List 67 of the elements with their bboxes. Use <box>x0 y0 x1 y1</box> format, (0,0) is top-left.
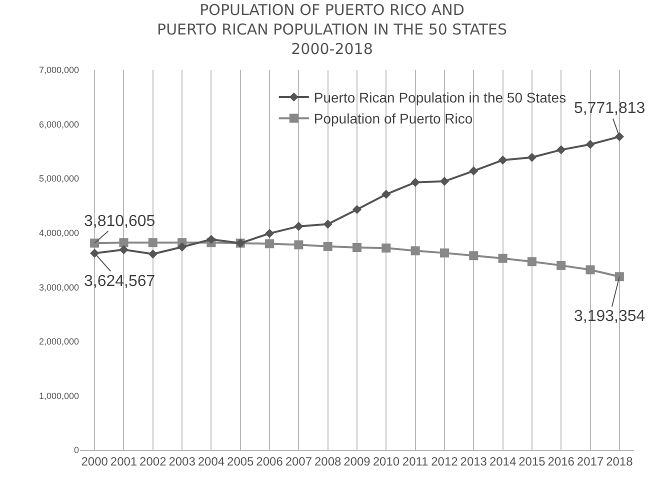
x-tick-label: 2015 <box>518 454 546 468</box>
point <box>294 222 304 231</box>
point <box>352 204 362 214</box>
point <box>352 243 362 252</box>
x-tick-label: 2003 <box>168 454 196 468</box>
y-tick-label: 2,000,000 <box>38 336 79 347</box>
annotation: 3,624,567 <box>84 273 156 290</box>
annotation: 3,810,605 <box>84 213 156 230</box>
point <box>498 254 508 263</box>
point <box>556 260 566 270</box>
point <box>614 272 624 282</box>
x-tick-label: 2002 <box>140 454 167 468</box>
point <box>556 145 566 154</box>
x-tick-label: 2005 <box>227 454 254 468</box>
legend-label: Puerto Rican Population in the 50 States <box>314 89 566 106</box>
point <box>440 248 449 258</box>
point <box>469 251 478 260</box>
point <box>323 242 332 251</box>
y-tick-label: 7,000,000 <box>38 65 79 76</box>
point <box>323 220 332 229</box>
y-tick-label: 6,000,000 <box>38 119 79 130</box>
point <box>148 249 158 259</box>
y-tick-label: 4,000,000 <box>38 228 79 238</box>
point <box>178 242 187 252</box>
x-tick-label: 2016 <box>548 454 575 468</box>
x-tick-label: 2007 <box>285 454 312 468</box>
point <box>498 156 508 165</box>
point <box>90 248 100 258</box>
point <box>382 190 391 199</box>
y-tick-label: 5,000,000 <box>38 174 79 184</box>
x-tick-label: 2013 <box>460 454 488 468</box>
point <box>527 152 536 162</box>
point <box>410 246 420 256</box>
x-tick-label: 2001 <box>110 454 138 468</box>
annotation: 3,193,354 <box>574 308 646 325</box>
y-tick-label: 0 <box>74 445 79 456</box>
x-tick-label: 2017 <box>576 454 604 468</box>
point <box>119 238 128 248</box>
point <box>148 238 158 248</box>
point <box>265 239 274 248</box>
point <box>586 140 595 149</box>
point <box>264 228 274 238</box>
point <box>440 176 450 186</box>
x-tick-label: 2012 <box>431 454 458 468</box>
chart-title: POPULATION OF PUERTO RICO AND PUERTO RICAN POPULATION IN THE 50 STATES 2000-2018 <box>157 1 507 58</box>
x-tick-label: 2018 <box>606 454 634 468</box>
point <box>382 244 391 253</box>
annotation: 5,771,813 <box>574 100 646 117</box>
legend-label: Population of Puerto Rico <box>314 110 473 127</box>
x-tick-label: 2009 <box>344 454 371 468</box>
point <box>90 238 100 248</box>
point <box>410 178 420 187</box>
x-tick-label: 2008 <box>314 454 342 468</box>
point <box>586 265 595 274</box>
point <box>469 166 478 176</box>
y-tick-label: 1,000,000 <box>38 390 79 401</box>
x-tick-label: 2010 <box>372 454 400 468</box>
point <box>119 245 128 254</box>
x-tick-label: 2011 <box>402 454 429 468</box>
y-tick-label: 3,000,000 <box>38 282 79 292</box>
x-tick-label: 2006 <box>256 454 284 468</box>
x-tick-label: 2000 <box>81 454 108 468</box>
point <box>527 257 536 266</box>
x-tick-label: 2014 <box>489 454 516 468</box>
x-tick-label: 2004 <box>198 454 225 468</box>
point <box>294 240 304 250</box>
point <box>206 234 216 244</box>
